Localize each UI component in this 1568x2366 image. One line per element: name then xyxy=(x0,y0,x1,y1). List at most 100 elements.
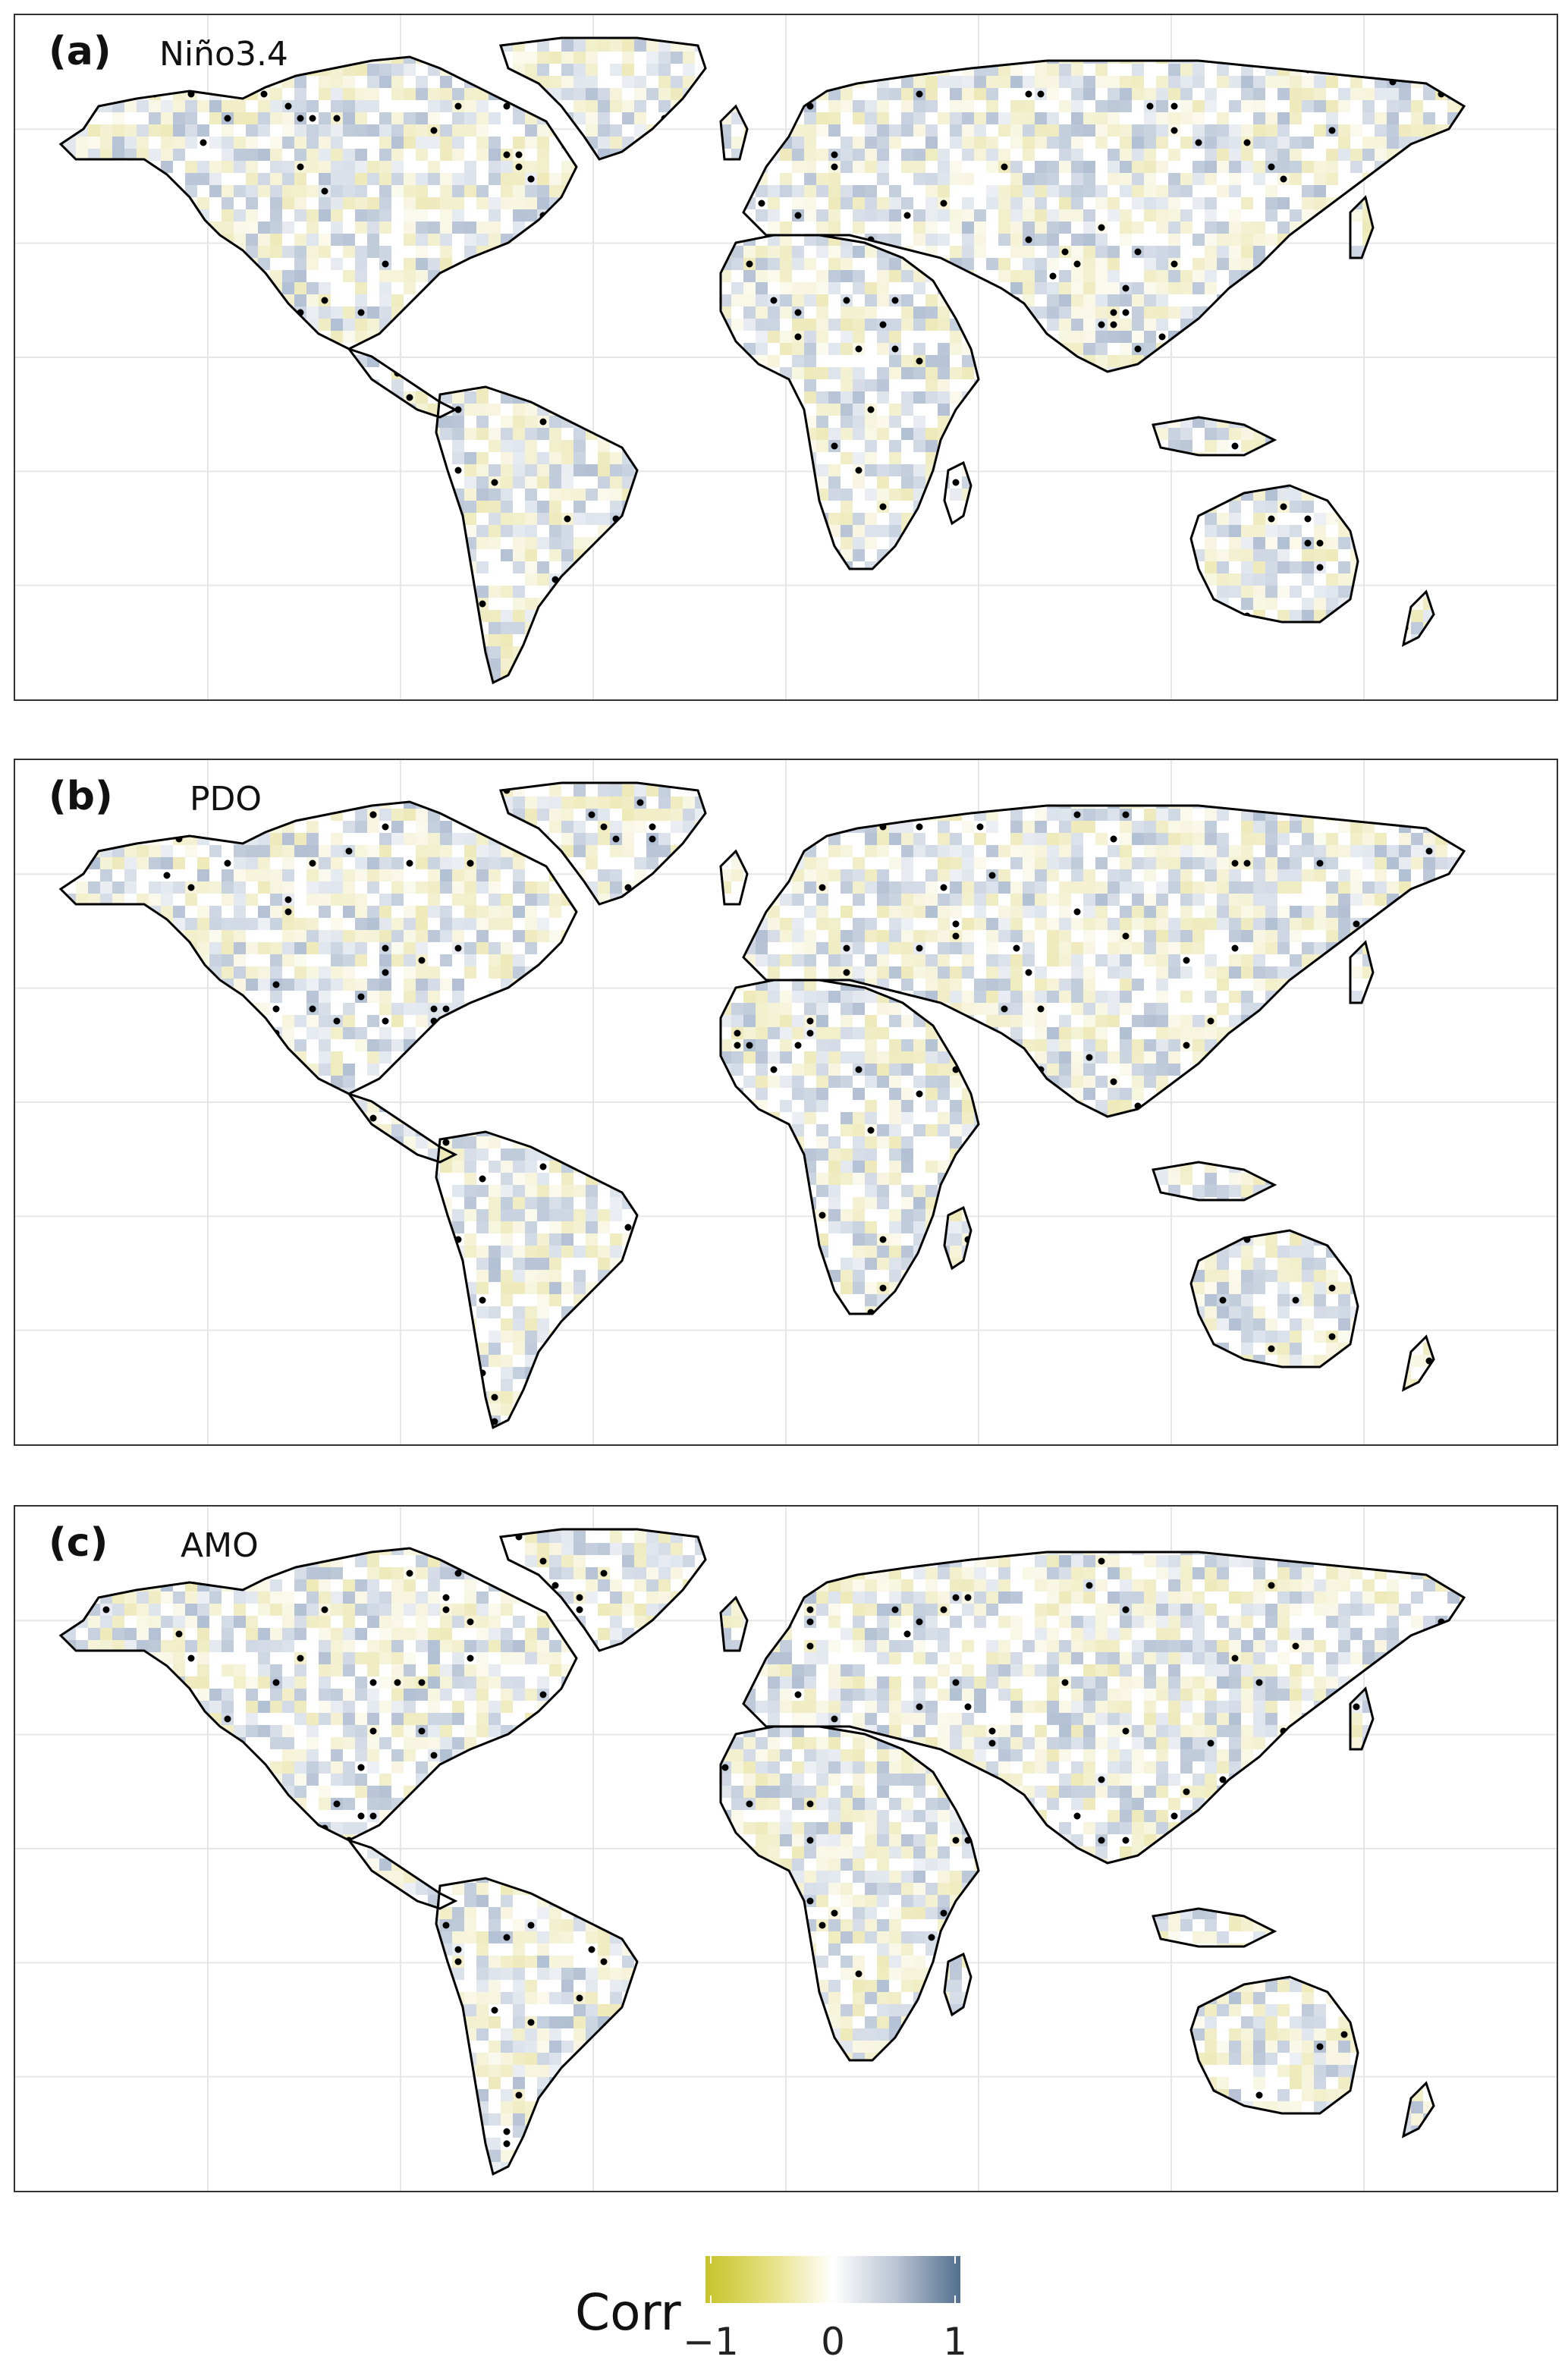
corr-cell xyxy=(440,598,452,610)
corr-cell xyxy=(610,501,622,513)
corr-cell xyxy=(222,306,234,319)
corr-cell xyxy=(683,440,695,452)
corr-cell xyxy=(828,476,841,489)
corr-cell xyxy=(27,282,39,294)
corr-cell xyxy=(756,331,768,343)
corr-cell xyxy=(756,586,768,598)
corr-cell xyxy=(355,39,367,52)
corr-cell xyxy=(137,622,149,634)
corr-cell xyxy=(537,537,549,549)
corr-cell xyxy=(343,622,355,634)
corr-cell xyxy=(1059,416,1071,428)
corr-cell xyxy=(501,76,513,88)
corr-cell xyxy=(986,161,998,173)
corr-cell xyxy=(464,391,476,404)
corr-cell xyxy=(1156,319,1168,331)
corr-cell xyxy=(962,234,974,246)
corr-cell xyxy=(1059,149,1071,161)
corr-cell xyxy=(1168,537,1180,549)
corr-cell xyxy=(1484,367,1496,379)
corr-cell xyxy=(452,610,464,622)
corr-cell xyxy=(828,464,841,476)
corr-cell xyxy=(634,622,646,634)
corr-cell xyxy=(270,234,282,246)
corr-cell xyxy=(1010,404,1023,416)
corr-cell xyxy=(282,501,294,513)
corr-cell xyxy=(1411,622,1423,634)
corr-cell xyxy=(853,112,865,124)
corr-cell xyxy=(646,404,658,416)
corr-cell xyxy=(452,319,464,331)
corr-cell xyxy=(525,476,537,489)
corr-cell xyxy=(622,513,634,525)
corr-cell xyxy=(1460,379,1464,391)
corr-cell xyxy=(1435,404,1447,416)
corr-cell xyxy=(161,258,173,270)
corr-cell xyxy=(1156,100,1168,112)
corr-cell xyxy=(1241,440,1253,452)
corr-cell xyxy=(294,234,306,246)
corr-cell xyxy=(367,100,379,112)
corr-cell xyxy=(137,76,149,88)
corr-cell xyxy=(1326,100,1338,112)
corr-cell xyxy=(379,137,391,149)
corr-cell xyxy=(1387,306,1399,319)
corr-cell xyxy=(246,513,258,525)
corr-cell xyxy=(1435,39,1447,52)
corr-cell xyxy=(1484,610,1496,622)
corr-cell xyxy=(1168,622,1180,634)
corr-cell xyxy=(1338,622,1350,634)
corr-cell xyxy=(1508,197,1520,209)
corr-cell xyxy=(428,404,440,416)
corr-cell xyxy=(1265,379,1277,391)
corr-cell xyxy=(1253,586,1265,598)
corr-cell xyxy=(1120,222,1132,234)
corr-cell xyxy=(841,404,853,416)
corr-cell xyxy=(343,404,355,416)
corr-cell xyxy=(258,185,270,197)
corr-cell xyxy=(501,246,513,258)
corr-cell xyxy=(816,124,828,137)
corr-cell xyxy=(27,537,39,549)
corr-cell xyxy=(986,319,998,331)
corr-cell xyxy=(792,282,804,294)
corr-cell xyxy=(877,161,889,173)
corr-cell xyxy=(1108,549,1120,561)
corr-cell xyxy=(1532,416,1544,428)
corr-cell xyxy=(1144,440,1156,452)
corr-cell xyxy=(452,549,464,561)
corr-cell xyxy=(64,15,76,27)
corr-cell xyxy=(1156,306,1168,319)
corr-cell xyxy=(1326,343,1338,355)
corr-cell xyxy=(379,634,391,646)
corr-cell xyxy=(962,39,974,52)
corr-cell xyxy=(209,464,222,476)
corr-cell xyxy=(962,100,974,112)
corr-cell xyxy=(1277,367,1290,379)
corr-cell xyxy=(185,598,197,610)
corr-cell xyxy=(610,428,622,440)
corr-cell xyxy=(112,306,124,319)
corr-cell xyxy=(331,38,343,39)
corr-cell xyxy=(561,549,573,561)
corr-cell xyxy=(1241,161,1253,173)
corr-cell xyxy=(306,161,319,173)
corr-cell xyxy=(1108,489,1120,501)
corr-cell xyxy=(440,622,452,634)
corr-cell xyxy=(646,476,658,489)
corr-cell xyxy=(804,112,816,124)
corr-cell xyxy=(622,537,634,549)
corr-cell xyxy=(573,39,586,52)
corr-cell xyxy=(537,306,549,319)
corr-cell xyxy=(64,634,76,646)
corr-cell xyxy=(1095,464,1108,476)
corr-cell xyxy=(804,76,816,88)
corr-cell xyxy=(622,586,634,598)
corr-cell xyxy=(112,137,124,149)
corr-cell xyxy=(343,561,355,573)
corr-cell xyxy=(306,100,319,112)
corr-cell xyxy=(950,634,962,646)
corr-cell xyxy=(1035,586,1047,598)
corr-cell xyxy=(1059,15,1071,27)
corr-cell xyxy=(598,391,610,404)
